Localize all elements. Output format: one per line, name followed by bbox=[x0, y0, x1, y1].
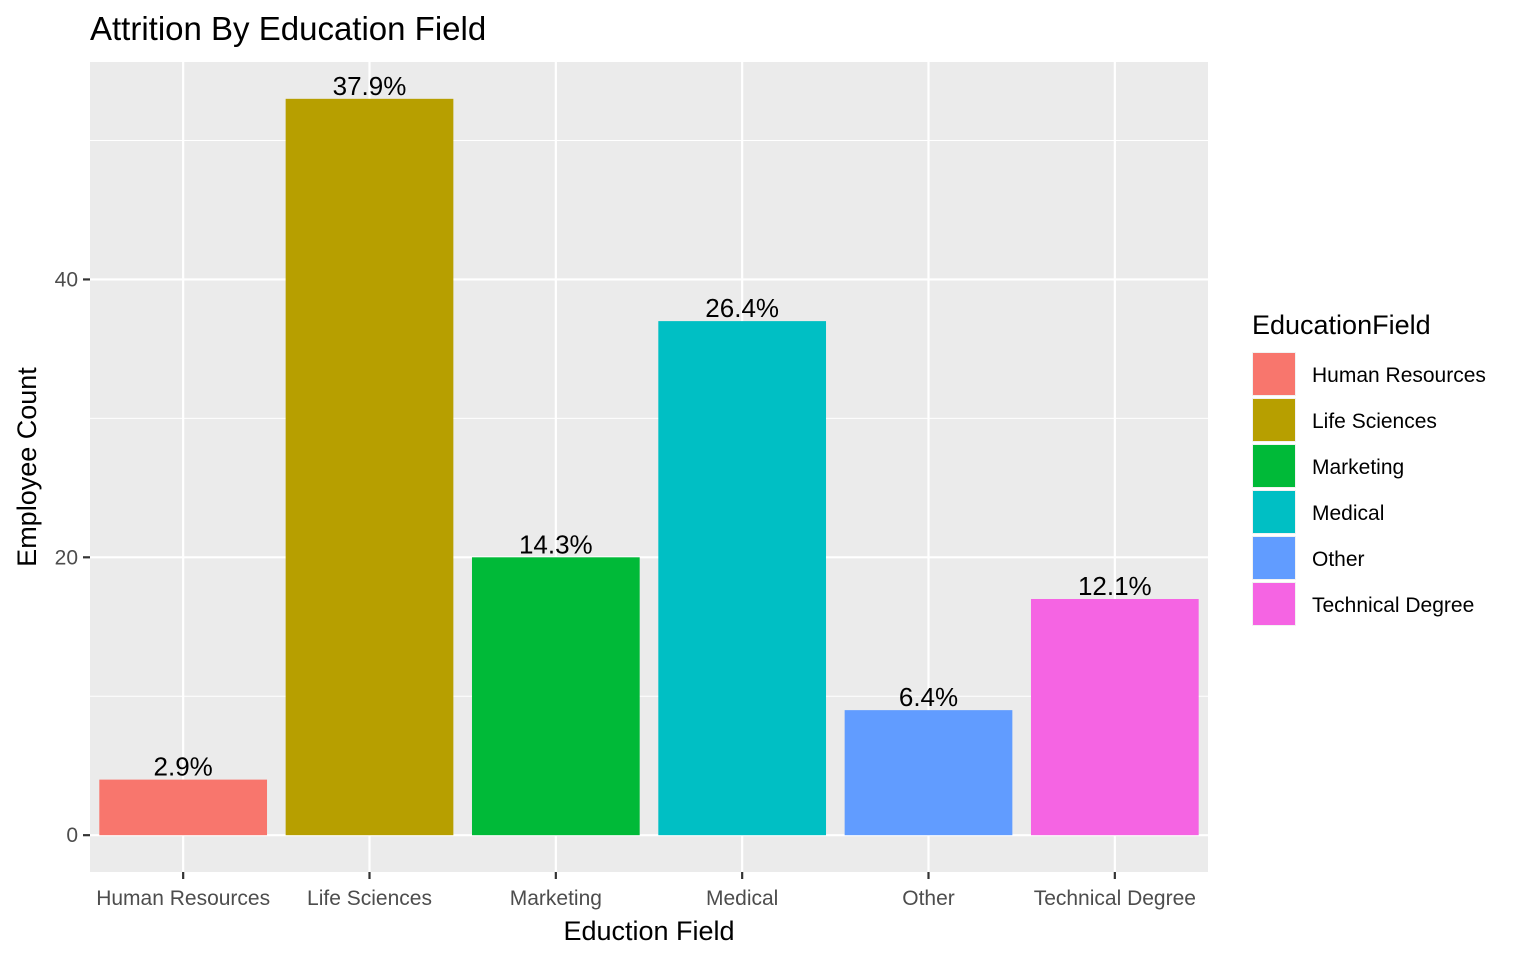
bar-value-labels: 2.9% 37.9% 14.3% 26.4% 6.4% 12.1% bbox=[154, 71, 1152, 782]
x-tick-label: Life Sciences bbox=[307, 887, 432, 910]
y-tick-label: 0 bbox=[66, 824, 78, 847]
y-tick-label: 20 bbox=[55, 546, 78, 569]
bar-value-label: 26.4% bbox=[705, 293, 779, 323]
legend-label: Life Sciences bbox=[1312, 410, 1437, 433]
x-tick-label: Marketing bbox=[510, 887, 602, 910]
bars bbox=[99, 98, 1199, 836]
bar bbox=[1030, 598, 1199, 836]
x-tick-label: Human Resources bbox=[96, 887, 270, 910]
bar bbox=[99, 779, 268, 836]
y-axis: 0 20 40 bbox=[55, 268, 90, 847]
legend-title: EducationField bbox=[1252, 310, 1431, 340]
bar bbox=[844, 710, 1013, 836]
legend-label: Medical bbox=[1312, 502, 1384, 525]
legend-swatch bbox=[1253, 353, 1295, 395]
x-axis-title: Eduction Field bbox=[563, 916, 734, 946]
bar bbox=[285, 98, 454, 836]
bar-value-label: 12.1% bbox=[1078, 571, 1152, 601]
minor-gridlines bbox=[90, 139, 1208, 697]
legend-label: Other bbox=[1312, 548, 1365, 571]
legend-swatch bbox=[1253, 491, 1295, 533]
y-axis-title: Employee Count bbox=[12, 367, 42, 567]
legend-items: Human Resources Life Sciences Marketing Med… bbox=[1252, 352, 1486, 626]
bar-value-label: 14.3% bbox=[519, 529, 593, 559]
x-tick-label: Technical Degree bbox=[1034, 887, 1196, 910]
bar-value-label: 37.9% bbox=[333, 71, 407, 101]
chart-title: Attrition By Education Field bbox=[90, 10, 486, 47]
bar-value-label: 6.4% bbox=[899, 682, 958, 712]
x-axis: Human Resources Life Sciences Marketing Med… bbox=[96, 872, 1196, 910]
legend-swatch bbox=[1253, 399, 1295, 441]
legend-label: Human Resources bbox=[1312, 364, 1486, 387]
bar bbox=[471, 557, 640, 836]
legend-swatch bbox=[1253, 537, 1295, 579]
y-tick-label: 40 bbox=[55, 268, 78, 291]
bar-value-label: 2.9% bbox=[154, 752, 213, 782]
legend: EducationField Human Resources Life Scien… bbox=[1252, 310, 1486, 626]
legend-swatch bbox=[1253, 445, 1295, 487]
legend-label: Marketing bbox=[1312, 456, 1404, 479]
legend-label: Technical Degree bbox=[1312, 594, 1474, 617]
bar bbox=[658, 321, 827, 836]
x-tick-label: Other bbox=[902, 887, 955, 910]
legend-swatch bbox=[1253, 583, 1295, 625]
plot-panel bbox=[90, 62, 1208, 872]
x-tick-label: Medical bbox=[706, 887, 778, 910]
